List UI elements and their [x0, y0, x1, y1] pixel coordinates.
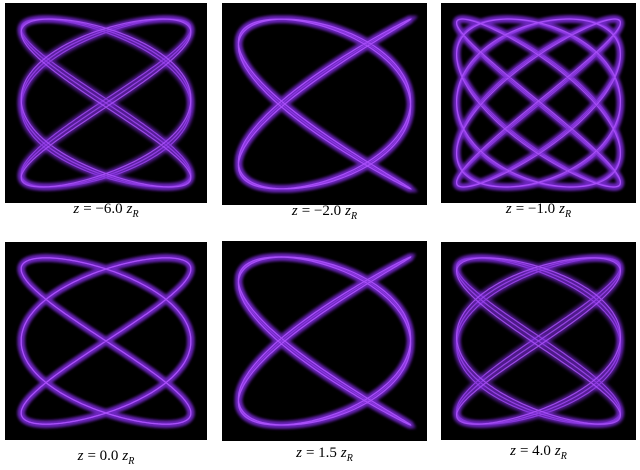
- caption-variable: z: [509, 443, 516, 459]
- caption-subscript: R: [132, 209, 139, 220]
- caption-variable: z: [291, 203, 298, 219]
- caption-value: = −2.0: [302, 203, 341, 219]
- figure: z= −6.0zRz= −2.0zRz= −1.0zRz= 0.0zRz= 1.…: [0, 0, 640, 470]
- caption-subscript: R: [560, 451, 567, 462]
- caption-subscript: R: [350, 211, 357, 222]
- caption-value: = 0.0: [87, 448, 118, 464]
- caption-value: = −1.0: [516, 201, 555, 217]
- panel-image: [222, 3, 427, 205]
- caption-variable: z: [505, 201, 512, 217]
- caption-value: = 1.5: [306, 445, 337, 461]
- caption-value: = −6.0: [83, 201, 122, 217]
- caption-value: = 4.0: [520, 443, 551, 459]
- caption-variable: z: [295, 445, 302, 461]
- panel-image: [222, 241, 427, 441]
- caption-variable: z: [77, 448, 84, 464]
- caption-variable: z: [72, 201, 79, 217]
- caption-subscript: R: [346, 453, 353, 464]
- caption-subscript: R: [564, 209, 571, 220]
- caption-subscript: R: [127, 456, 134, 467]
